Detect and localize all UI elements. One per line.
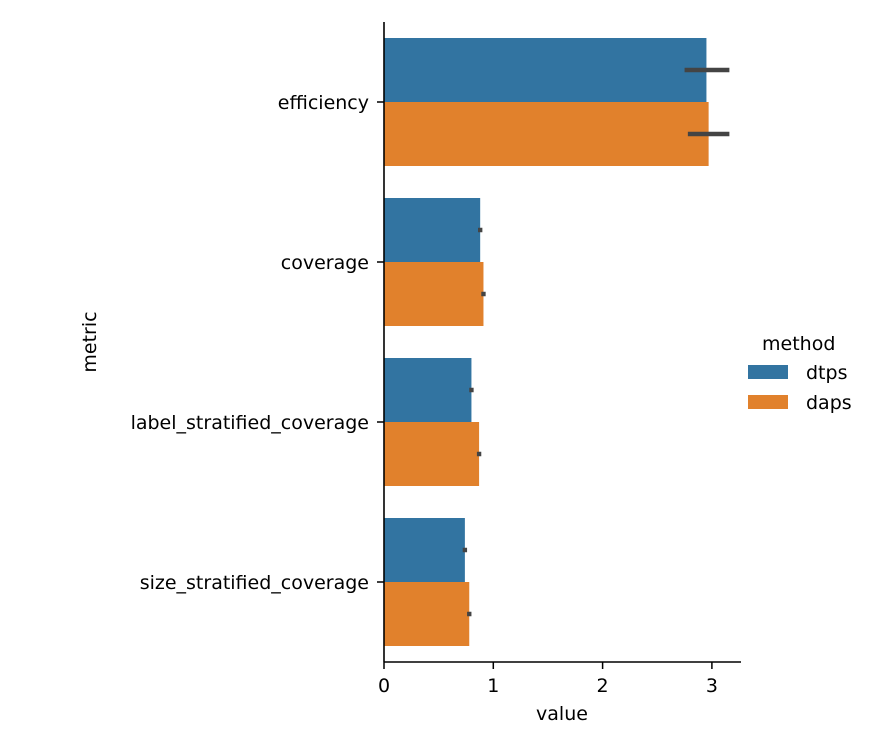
legend-label-dtps: dtps: [806, 362, 847, 384]
bar-daps-efficiency: [384, 102, 709, 166]
y-axis-label: metric: [79, 311, 101, 372]
y-tick-label: size_stratified_coverage: [140, 572, 369, 594]
legend-swatch-dtps: [748, 365, 788, 379]
legend: method dtps daps: [748, 333, 852, 414]
bar-dtps-coverage: [384, 198, 481, 262]
legend-swatch-daps: [748, 395, 788, 409]
bar-dtps-size_stratified_coverage: [384, 518, 465, 582]
errorbars-layer: [462, 67, 730, 617]
bar-daps-label_stratified_coverage: [384, 422, 480, 486]
y-ticks: efficiency coverage label_stratified_cover…: [131, 92, 384, 594]
y-tick-label: efficiency: [278, 92, 369, 114]
y-tick-label: label_stratified_coverage: [131, 412, 369, 434]
legend-label-daps: daps: [806, 392, 852, 414]
x-tick-label: 0: [378, 675, 390, 697]
x-axis-label: value: [536, 703, 588, 725]
bar-daps-size_stratified_coverage: [384, 582, 470, 646]
axes-layer: [383, 22, 741, 663]
bar-daps-coverage: [384, 262, 484, 326]
bar-dtps-label_stratified_coverage: [384, 358, 472, 422]
x-tick-label: 1: [487, 675, 499, 697]
y-tick-label: coverage: [281, 252, 369, 274]
x-tick-label: 3: [706, 675, 718, 697]
bars-layer: [384, 38, 709, 646]
bar-dtps-efficiency: [384, 38, 707, 102]
legend-items: dtps daps: [748, 362, 852, 414]
legend-title: method: [762, 333, 835, 355]
x-ticks: 0 1 2 3: [378, 662, 718, 697]
x-tick-label: 2: [597, 675, 609, 697]
